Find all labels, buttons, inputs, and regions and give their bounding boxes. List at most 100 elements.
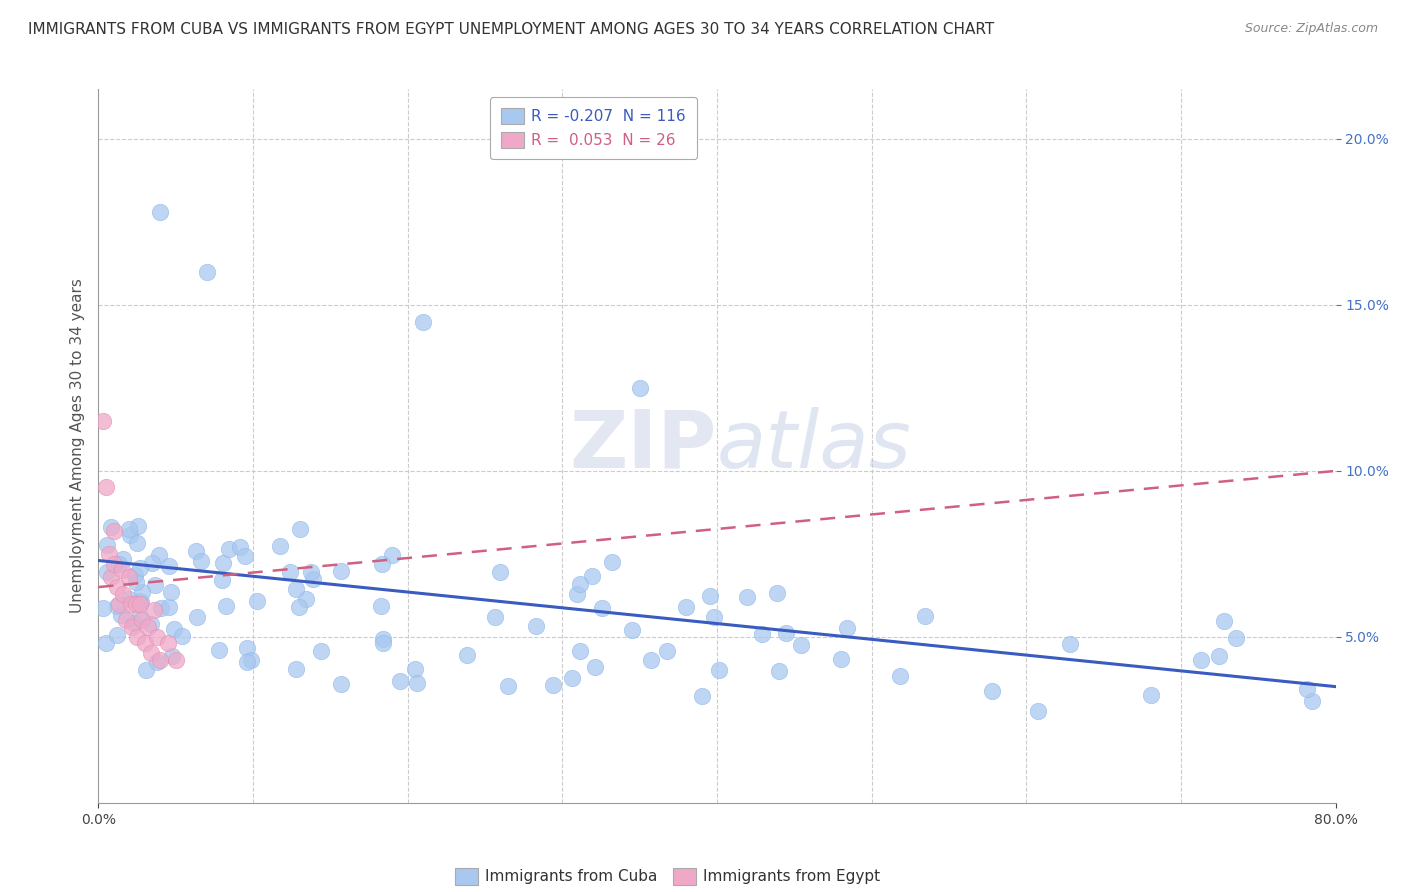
Point (118, 527, 141, 541)
Point (211, 574, 233, 588)
Point (195, 265, 218, 279)
Point (149, 205, 172, 219)
Point (190, 554, 212, 568)
Point (585, 660, 607, 674)
Point (111, 552, 134, 566)
Text: IMMIGRANTS FROM CUBA VS IMMIGRANTS FROM EGYPT UNEMPLOYMENT AMONG AGES 30 TO 34 Y: IMMIGRANTS FROM CUBA VS IMMIGRANTS FROM … (28, 22, 994, 37)
Point (120, 597, 142, 611)
Point (229, 541, 252, 555)
Point (129, 561, 152, 575)
Point (569, 643, 592, 657)
Point (103, 524, 125, 538)
Point (118, 522, 141, 536)
Point (218, 541, 240, 556)
Point (456, 648, 478, 662)
Point (735, 590, 758, 604)
Point (134, 636, 156, 650)
Point (207, 643, 229, 657)
Point (288, 522, 311, 536)
Point (135, 663, 157, 677)
Point (122, 616, 145, 631)
Point (163, 622, 186, 636)
Point (236, 641, 259, 656)
Point (565, 587, 588, 601)
Point (309, 644, 332, 658)
Point (105, 599, 128, 614)
Point (212, 556, 235, 570)
Point (640, 653, 662, 667)
Point (889, 669, 911, 683)
Point (139, 647, 162, 661)
Point (233, 549, 256, 564)
Point (1225, 632, 1247, 646)
Point (591, 601, 613, 615)
Point (149, 653, 172, 667)
Point (280, 565, 302, 579)
Text: ZIP: ZIP (569, 407, 717, 485)
Point (412, 314, 434, 328)
Text: atlas: atlas (717, 407, 912, 485)
Point (111, 564, 132, 578)
Point (107, 597, 129, 611)
Point (285, 582, 308, 597)
Point (136, 620, 159, 634)
Point (141, 616, 163, 631)
Point (157, 636, 180, 650)
Point (790, 638, 813, 652)
Point (100, 520, 122, 534)
Point (404, 662, 426, 676)
Point (371, 557, 394, 571)
Point (288, 600, 311, 615)
Point (284, 662, 307, 676)
Point (699, 589, 721, 603)
Point (406, 676, 429, 690)
Point (524, 619, 547, 633)
Point (96, 636, 118, 650)
Point (1301, 694, 1323, 708)
Point (184, 544, 207, 558)
Point (150, 601, 173, 615)
Point (330, 564, 353, 578)
Point (131, 595, 153, 609)
Point (96, 481, 118, 495)
Point (215, 599, 238, 614)
Point (703, 609, 725, 624)
Point (127, 630, 149, 644)
Point (131, 613, 153, 627)
Point (245, 594, 267, 608)
Point (657, 644, 679, 658)
Point (118, 592, 141, 607)
Point (980, 683, 1002, 698)
Point (128, 610, 150, 624)
Point (105, 628, 128, 642)
Point (100, 570, 122, 584)
Point (295, 591, 318, 606)
Point (541, 678, 564, 692)
Point (371, 632, 394, 646)
Point (121, 620, 143, 634)
Point (371, 635, 394, 649)
Point (107, 557, 129, 571)
Point (141, 556, 163, 570)
Point (299, 565, 322, 579)
Point (165, 653, 187, 667)
Point (115, 613, 138, 627)
Point (127, 519, 149, 533)
Point (329, 676, 352, 690)
Point (561, 671, 583, 685)
Point (91, 414, 114, 428)
Point (124, 568, 146, 582)
Point (489, 565, 512, 579)
Point (388, 673, 411, 688)
Point (600, 555, 623, 569)
Point (131, 584, 153, 599)
Point (380, 548, 402, 562)
Point (675, 600, 697, 615)
Point (146, 630, 169, 644)
Point (143, 577, 166, 591)
Point (186, 609, 208, 624)
Point (148, 548, 170, 562)
Point (496, 679, 519, 693)
Point (128, 594, 150, 608)
Point (1296, 682, 1319, 697)
